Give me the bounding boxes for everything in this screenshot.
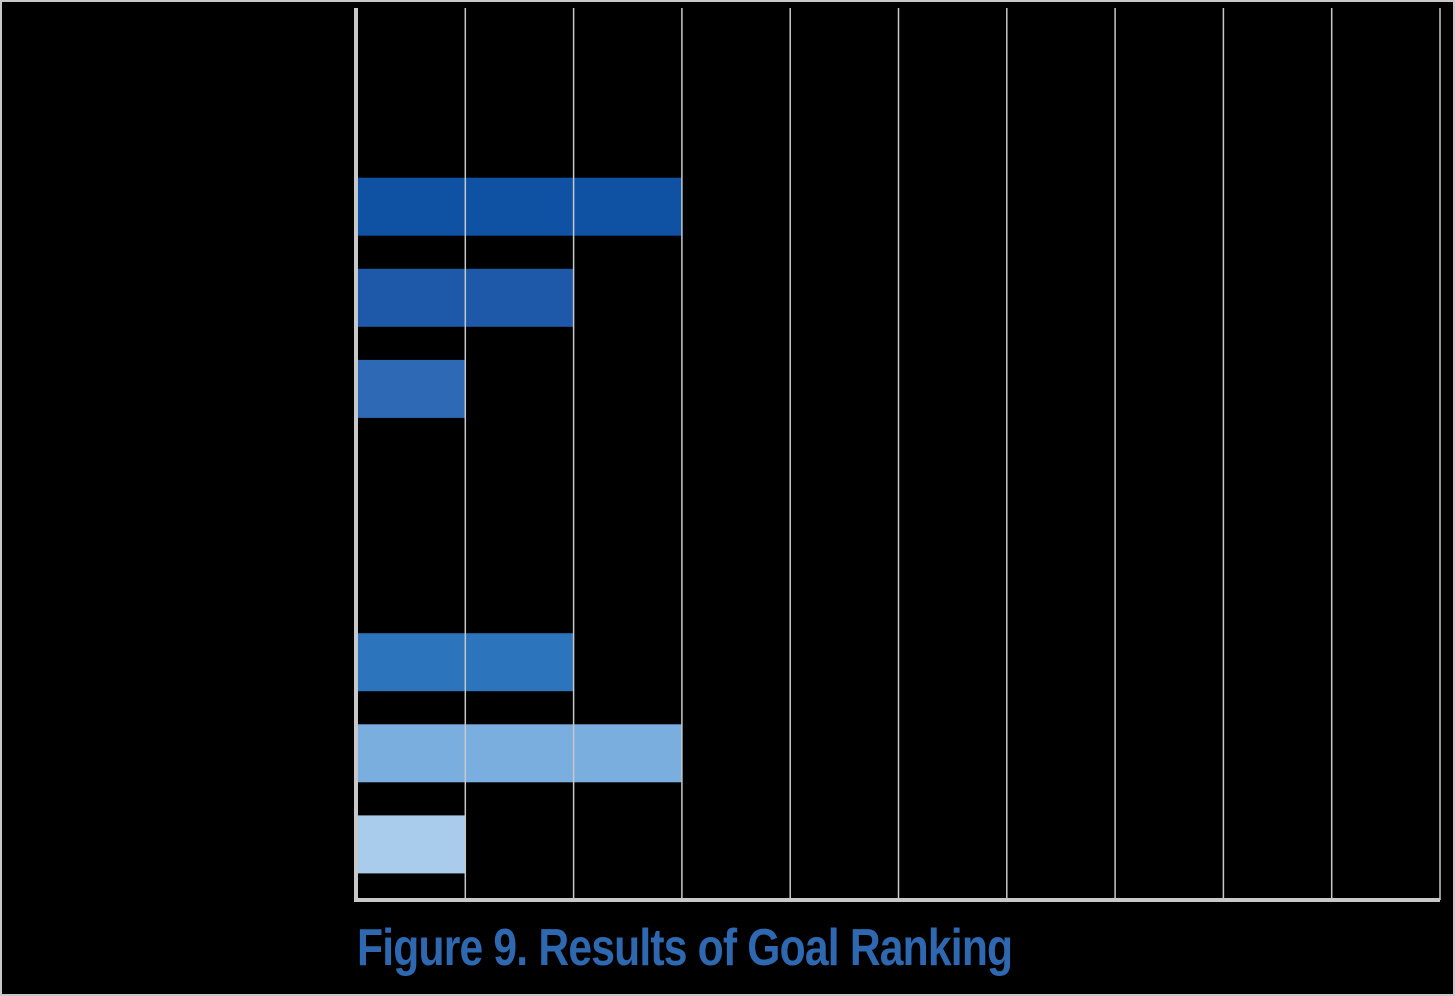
bar-3 <box>357 359 466 418</box>
bar-1 <box>357 177 682 236</box>
bar-5 <box>357 724 682 783</box>
gridlines-layer <box>464 8 1441 900</box>
figure-caption: Figure 9. Results of Goal Ranking <box>357 919 1013 977</box>
axis-layer <box>354 8 1440 902</box>
bars-layer <box>357 177 682 874</box>
bar-6 <box>357 815 466 874</box>
